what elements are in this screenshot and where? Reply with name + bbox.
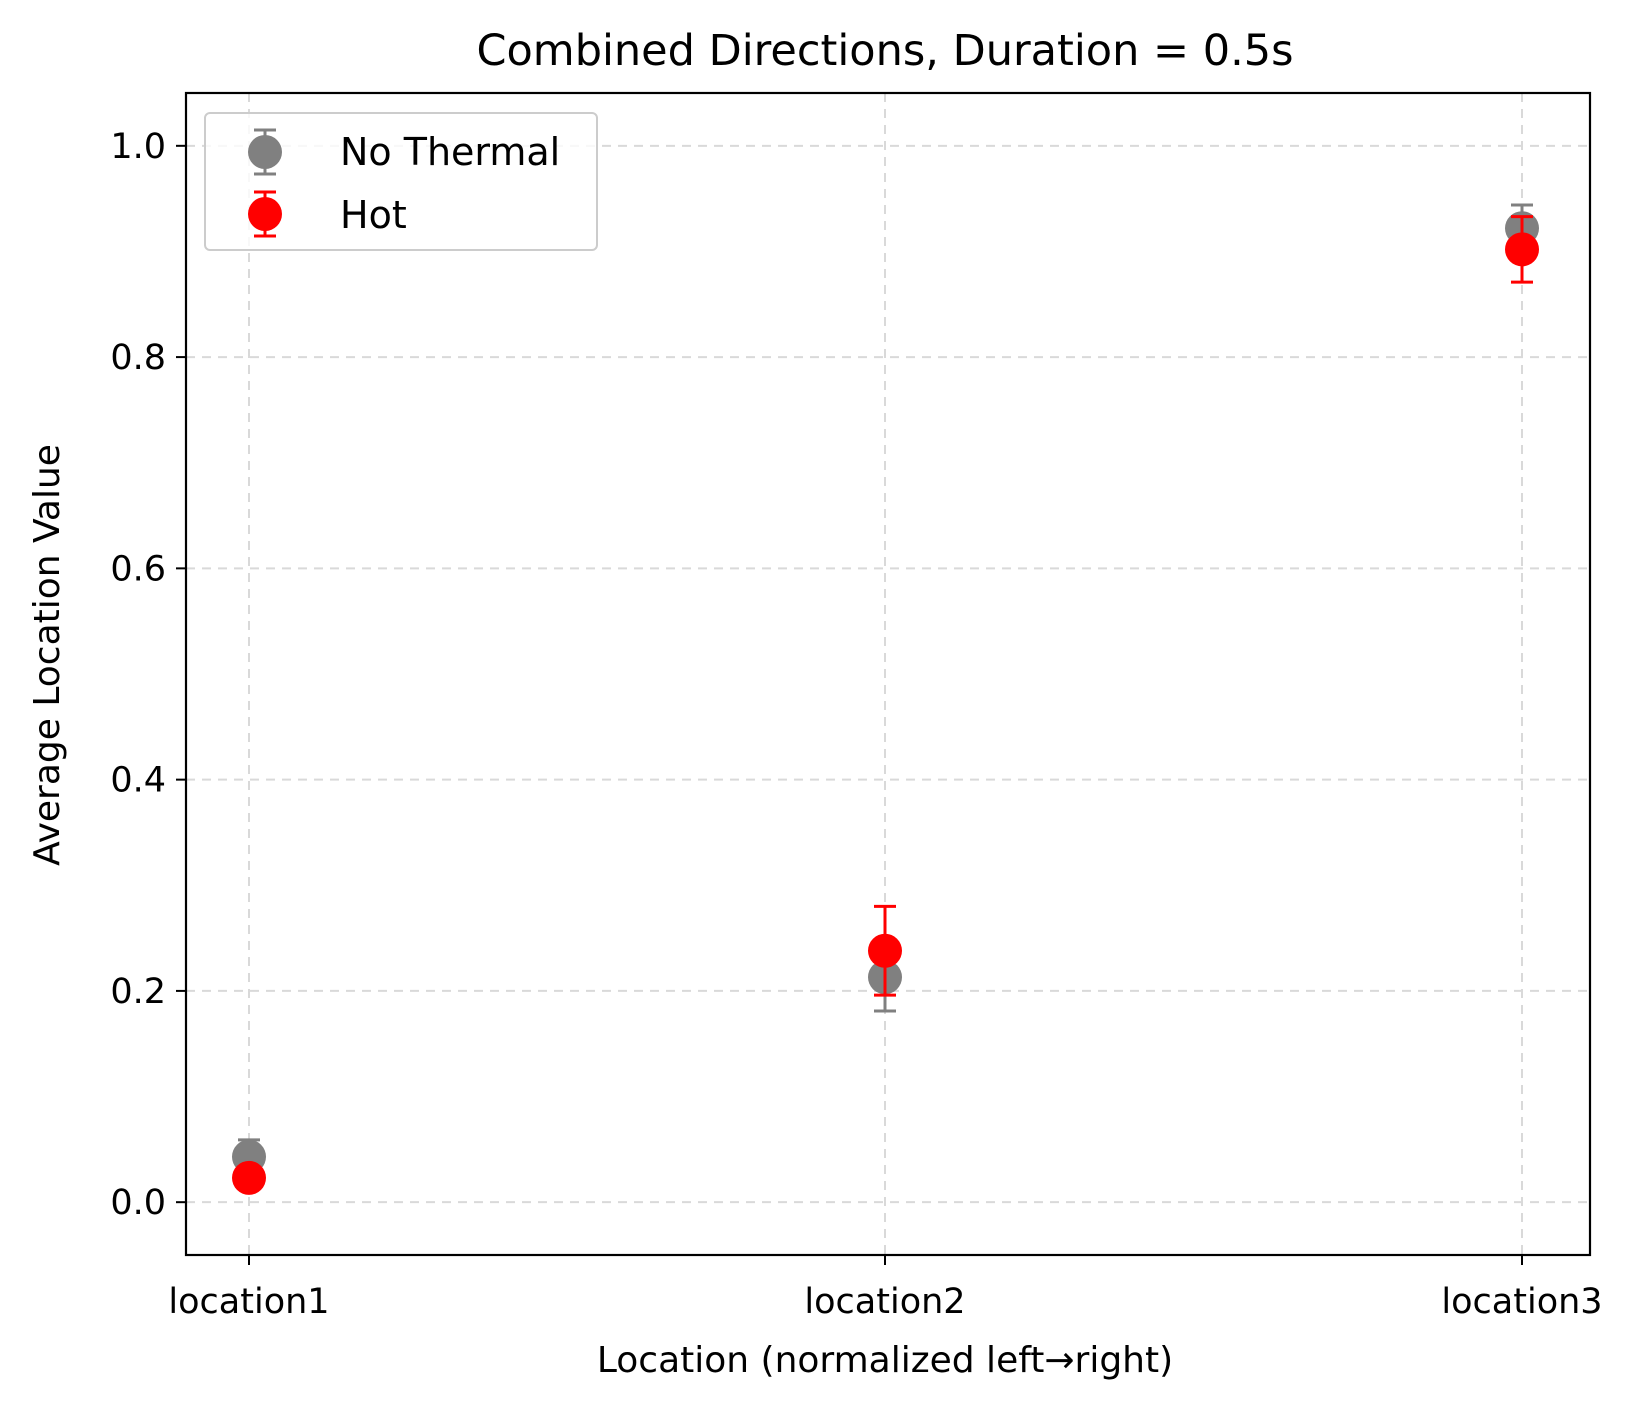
data-point-hot: [868, 933, 902, 968]
legend-dot: [248, 197, 282, 231]
y-tick-label: 0.0: [110, 1183, 166, 1223]
y-tick-label: 1.0: [110, 127, 166, 167]
legend: No Thermal Hot: [204, 112, 598, 251]
y-axis-label: Average Location Value: [27, 444, 68, 866]
y-tick-label: 0.2: [110, 972, 166, 1012]
y-tick-label: 0.8: [110, 338, 166, 378]
axis-ticks: location1 location2 location3 0.0 0.2 0.4 0.6 0…: [110, 127, 1602, 1322]
legend-frame: [204, 112, 598, 251]
grid: [186, 93, 1590, 1255]
chart-title: Combined Directions, Duration = 0.5s: [476, 26, 1293, 76]
y-tick-label: 0.4: [110, 761, 166, 801]
plot-frame: [184, 91, 1592, 1257]
legend-entry-hot: Hot: [248, 190, 407, 238]
y-tick-label: 0.6: [110, 549, 166, 589]
data-marks: [232, 203, 1539, 1195]
legend-label-hot: Hot: [340, 193, 407, 237]
x-tick-label: location1: [168, 1282, 329, 1322]
data-point-hot: [232, 1160, 266, 1195]
x-tick-label: location2: [804, 1282, 965, 1322]
legend-label-no-thermal: No Thermal: [340, 130, 560, 174]
x-axis-label: Location (normalized left→right): [597, 1340, 1173, 1381]
legend-entry-no-thermal: No Thermal: [248, 128, 560, 176]
x-tick-label: location3: [1441, 1282, 1602, 1322]
legend-dot: [248, 135, 282, 169]
data-point-hot: [1505, 232, 1539, 267]
legend-marker-hot: [248, 190, 282, 238]
legend-marker-no-thermal: [248, 128, 282, 176]
